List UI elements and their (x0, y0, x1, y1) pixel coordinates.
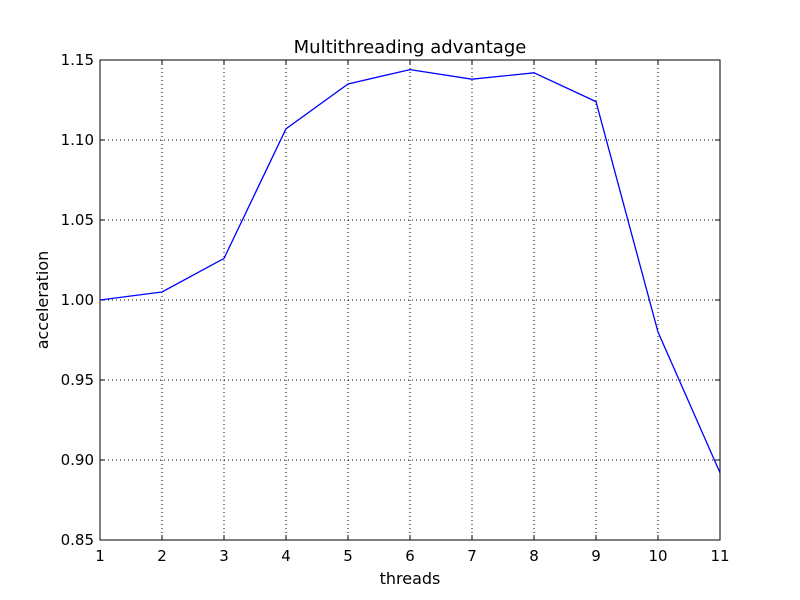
x-tick-label: 5 (343, 547, 353, 565)
y-tick-labels: 0.85 0.90 0.95 1.00 1.05 1.10 1.15 (61, 51, 94, 549)
x-tick-label: 1 (95, 547, 105, 565)
x-tick-label: 10 (648, 547, 667, 565)
series-lines (99, 68, 721, 474)
series-line (99, 68, 721, 474)
y-tick-label: 1.10 (61, 131, 94, 149)
plot-frame (99, 59, 721, 541)
x-tick-label: 4 (281, 547, 291, 565)
y-tick-label: 1.00 (61, 291, 94, 309)
x-tick-label: 2 (157, 547, 167, 565)
y-tick-label: 0.95 (61, 371, 94, 389)
chart-title: Multithreading advantage (294, 37, 527, 58)
y-tick-label: 1.05 (61, 211, 94, 229)
grid-lines (99, 59, 721, 541)
x-tick-labels: 1 2 3 4 5 6 7 8 9 10 11 (95, 547, 729, 565)
y-tick-label: 0.85 (61, 531, 94, 549)
x-tick-label: 11 (710, 547, 729, 565)
x-tick-label: 7 (467, 547, 477, 565)
x-tick-label: 9 (591, 547, 601, 565)
y-axis-title: acceleration (33, 251, 52, 350)
x-tick-label: 6 (405, 547, 415, 565)
x-tick-label: 3 (219, 547, 229, 565)
x-axis-title: threads (380, 569, 441, 588)
x-tick-label: 8 (529, 547, 539, 565)
y-tick-label: 1.15 (61, 51, 94, 69)
y-tick-label: 0.90 (61, 451, 94, 469)
